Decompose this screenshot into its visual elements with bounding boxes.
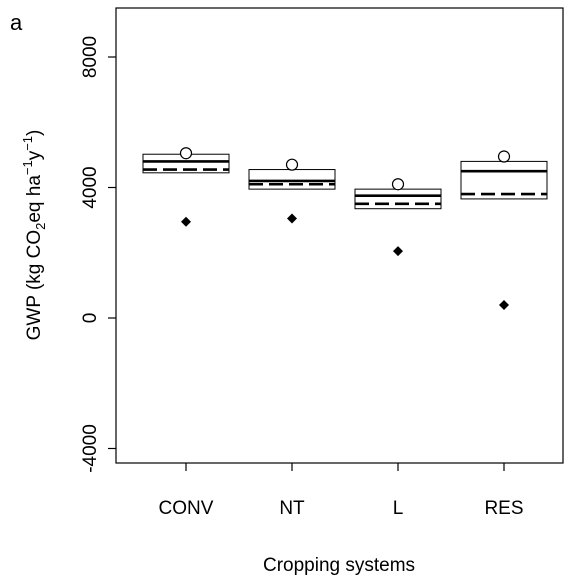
y-axis-title-mid2: y bbox=[24, 150, 45, 160]
y-tick-label: -4000 bbox=[80, 424, 101, 473]
y-tick-label: 0 bbox=[80, 313, 101, 324]
y-axis-title-sup2: −1 bbox=[20, 136, 35, 151]
y-axis: -4000 0 4000 8000 bbox=[80, 36, 116, 473]
box-diamond-point bbox=[499, 299, 509, 310]
box-outlier-point bbox=[497, 150, 511, 163]
x-tick-label: CONV bbox=[159, 498, 214, 519]
box-outlier-point bbox=[179, 147, 193, 160]
box-outlier-point bbox=[391, 178, 405, 191]
box-diamond-point bbox=[393, 246, 403, 257]
x-axis-title: Cropping systems bbox=[263, 555, 415, 576]
y-axis-title-prefix: GWP (kg CO bbox=[24, 230, 45, 341]
x-axis: CONV NT L RES bbox=[159, 463, 524, 519]
y-axis-title-sub: 2 bbox=[33, 223, 48, 230]
y-tick-label: 8000 bbox=[80, 36, 101, 78]
box-diamond-point bbox=[181, 216, 191, 227]
y-axis-title-suffix: ) bbox=[24, 130, 45, 136]
x-tick-label: RES bbox=[484, 498, 523, 519]
x-tick-label: L bbox=[393, 498, 404, 519]
box-outlier-point bbox=[285, 158, 299, 171]
x-tick-label: NT bbox=[279, 498, 305, 519]
box-series bbox=[142, 147, 548, 310]
box-nt bbox=[248, 158, 336, 224]
y-axis-title-sup1: −1 bbox=[20, 160, 35, 175]
y-axis-title-mid1: eq ha bbox=[24, 175, 45, 223]
box-diamond-point bbox=[287, 213, 297, 224]
box-conv bbox=[142, 147, 230, 227]
y-axis-title: GWP (kg CO2eq ha−1y−1) bbox=[20, 130, 48, 341]
box-iqr bbox=[354, 188, 442, 210]
y-tick-label: 4000 bbox=[80, 166, 101, 208]
box-l bbox=[354, 178, 442, 257]
box-res bbox=[460, 150, 548, 310]
box-iqr bbox=[248, 169, 336, 190]
panel-label: a bbox=[10, 10, 23, 35]
plot-frame bbox=[115, 7, 564, 464]
